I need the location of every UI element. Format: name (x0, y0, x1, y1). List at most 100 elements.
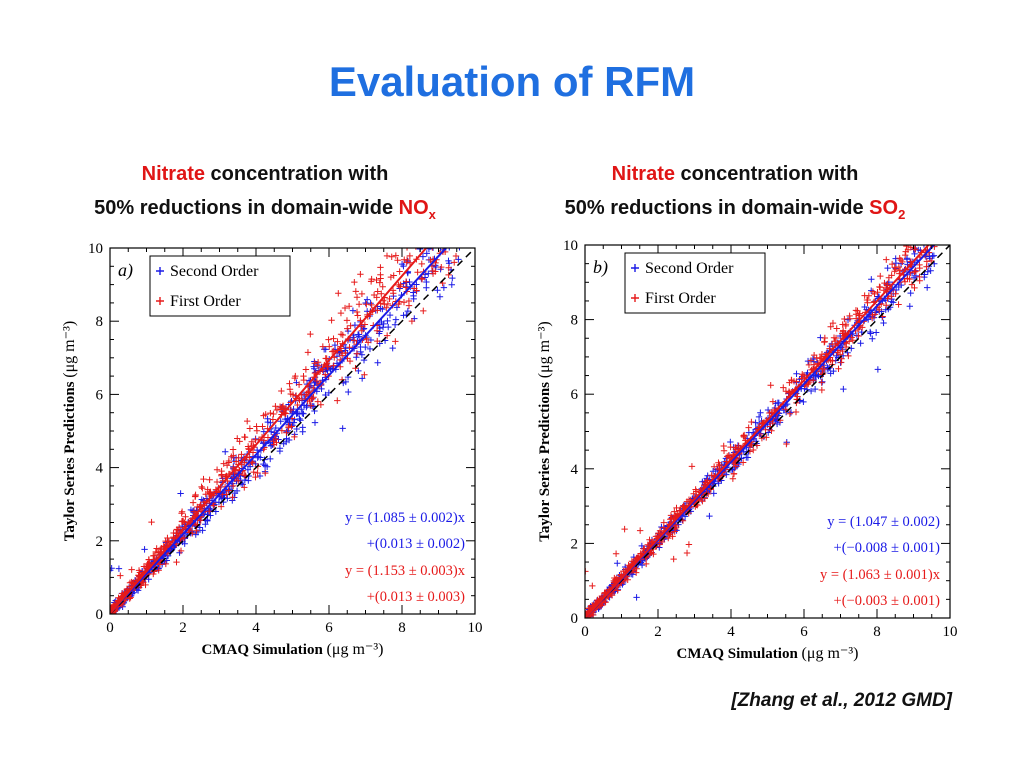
data-point (903, 255, 911, 262)
data-point (767, 381, 774, 389)
data-point (638, 561, 646, 569)
data-point (148, 518, 155, 526)
data-point (710, 490, 717, 497)
data-point (193, 527, 200, 534)
data-point (339, 331, 346, 339)
data-point (906, 229, 912, 235)
caption-b-line1: Nitrate concentration with (500, 157, 970, 191)
data-point (415, 248, 417, 250)
data-point (792, 408, 800, 416)
data-point (355, 331, 363, 338)
caption-b-species: SO2 (869, 197, 906, 222)
data-point (826, 345, 833, 352)
data-point (589, 582, 596, 590)
data-point (750, 446, 757, 454)
data-point (445, 271, 452, 279)
data-point (393, 304, 401, 311)
data-point (831, 338, 839, 345)
data-point (916, 264, 923, 272)
data-point (420, 307, 427, 315)
data-point (295, 381, 303, 388)
data-point (452, 252, 460, 260)
data-point (383, 304, 390, 311)
data-point (419, 253, 427, 260)
data-point (438, 263, 445, 271)
data-point (228, 453, 235, 460)
data-point (406, 248, 408, 251)
data-point (640, 545, 647, 552)
caption-a-species: NOx (398, 197, 436, 222)
data-point (812, 373, 819, 381)
data-point (853, 315, 860, 322)
data-point (128, 578, 135, 586)
data-point (401, 256, 408, 263)
data-point (373, 327, 381, 334)
data-point (869, 311, 876, 319)
data-point (903, 245, 910, 250)
data-point (373, 294, 380, 301)
data-point (368, 301, 375, 309)
legend-label: First Order (645, 290, 716, 307)
data-point (404, 232, 410, 235)
data-point (869, 335, 876, 342)
data-point (418, 260, 425, 268)
data-point (222, 448, 229, 455)
data-point (669, 533, 676, 540)
data-point (915, 246, 922, 254)
panel-label: a) (118, 260, 133, 281)
data-point (291, 433, 298, 441)
data-point (762, 426, 769, 433)
data-point (614, 587, 621, 594)
data-point (865, 292, 873, 299)
data-point (670, 555, 677, 563)
data-point (748, 418, 755, 426)
y-tick-label: 0 (96, 607, 104, 623)
data-point (410, 289, 417, 296)
data-point (366, 345, 374, 353)
data-point (849, 337, 857, 344)
data-point (178, 518, 186, 525)
data-point (916, 277, 923, 284)
data-point (345, 303, 353, 310)
caption-a-highlight: Nitrate (141, 163, 205, 185)
x-tick-label: 0 (581, 624, 589, 640)
data-point (752, 419, 759, 426)
data-point (363, 296, 371, 303)
data-point (872, 329, 880, 336)
data-point (296, 415, 303, 423)
data-point (911, 284, 918, 292)
data-point (390, 272, 397, 279)
y-tick-label: 6 (96, 387, 104, 403)
data-point (117, 572, 124, 579)
data-point (310, 384, 317, 392)
data-point (220, 460, 227, 467)
data-point (361, 371, 368, 378)
data-point (173, 558, 180, 566)
data-point (724, 453, 731, 460)
data-point (334, 397, 341, 404)
data-point (353, 293, 361, 301)
data-point (289, 422, 296, 429)
data-point (655, 529, 662, 537)
data-point (317, 401, 325, 408)
data-point (923, 245, 925, 248)
data-point (683, 549, 691, 557)
data-point (360, 356, 368, 364)
legend-marker (156, 267, 164, 275)
data-point (667, 512, 675, 519)
fit-intercept: +(−0.008 ± 0.001) (834, 540, 941, 556)
data-point (429, 270, 437, 277)
data-point (906, 275, 913, 283)
fit-intercept: +(−0.003 ± 0.001) (834, 593, 941, 609)
data-point (244, 466, 252, 473)
data-point (177, 547, 185, 555)
data-point (310, 363, 317, 370)
data-point (440, 236, 446, 242)
data-point (683, 498, 691, 505)
data-point (861, 303, 868, 311)
data-point (782, 388, 790, 395)
data-point (333, 353, 341, 360)
data-point (205, 490, 213, 498)
data-point (827, 323, 834, 330)
data-point (226, 486, 234, 493)
